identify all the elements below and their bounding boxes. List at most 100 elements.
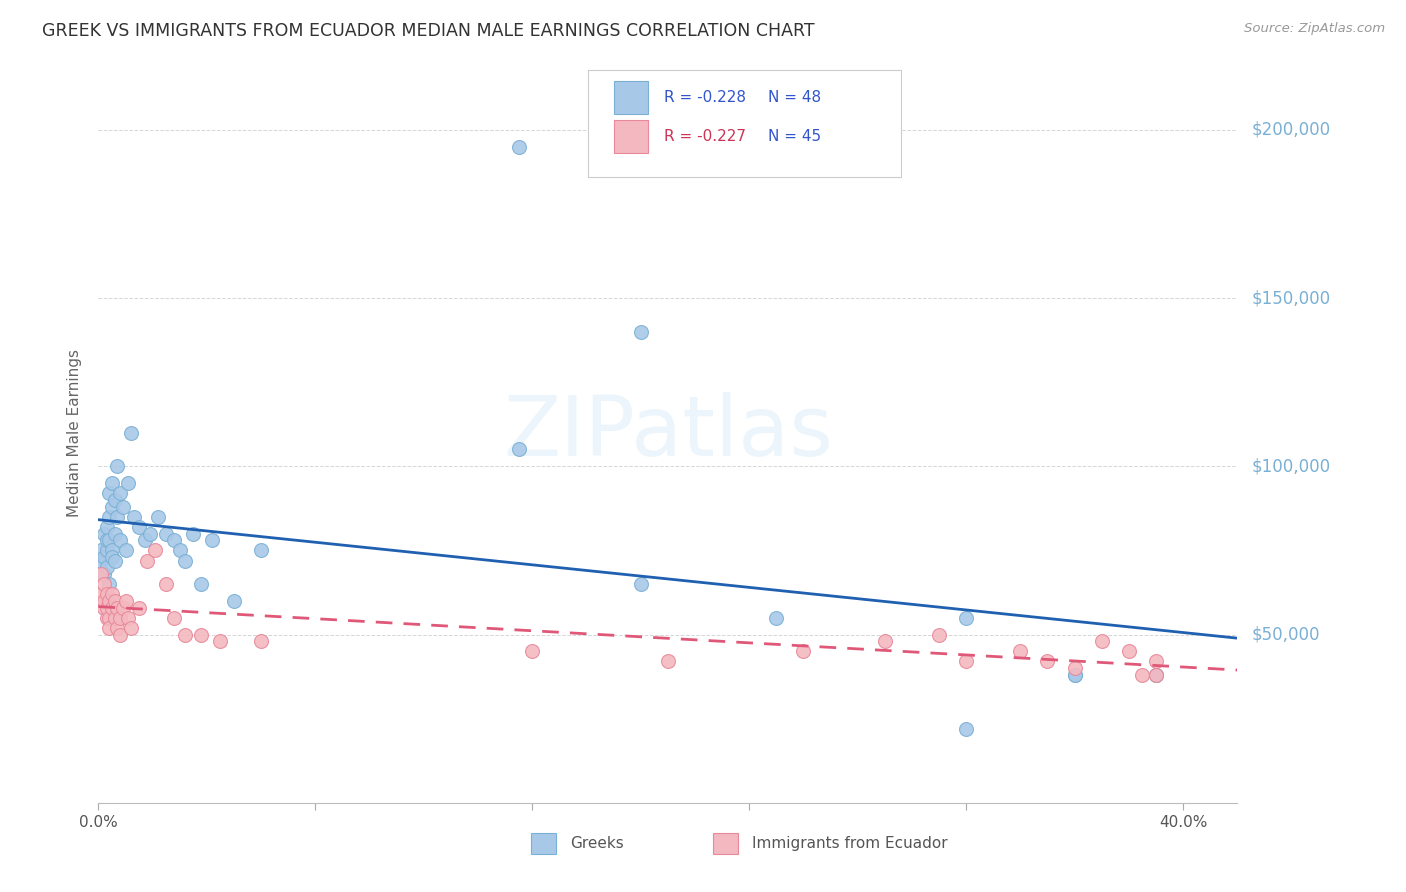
Point (1063, 661, 1085, 675)
Point (93, 600, 115, 615)
Point (163, 533, 186, 548)
Point (1091, 634, 1114, 648)
Point (128, 600, 150, 615)
Point (169, 543, 191, 558)
Point (122, 509, 145, 524)
Point (128, 520, 150, 534)
Point (1144, 668, 1167, 682)
Point (222, 594, 245, 608)
Point (93, 594, 115, 608)
Point (928, 627, 950, 641)
Point (98, 486, 121, 500)
Y-axis label: Median Male Earnings: Median Male Earnings (67, 349, 83, 516)
Point (90, 553, 112, 567)
Point (104, 553, 127, 567)
Point (1010, 644, 1032, 658)
Point (90, 587, 112, 601)
Text: $100,000: $100,000 (1251, 458, 1330, 475)
Point (93, 526, 115, 541)
Point (190, 627, 212, 641)
Point (155, 577, 177, 591)
Text: Source: ZipAtlas.com: Source: ZipAtlas.com (1244, 22, 1385, 36)
Text: Greeks: Greeks (569, 836, 624, 851)
Point (98, 577, 121, 591)
Point (1063, 668, 1085, 682)
Point (96, 610, 118, 624)
Point (955, 610, 977, 624)
Point (104, 594, 127, 608)
Point (250, 634, 273, 648)
Point (93, 577, 115, 591)
Point (873, 634, 896, 648)
Point (107, 509, 129, 524)
Point (155, 526, 177, 541)
Text: N = 48: N = 48 (768, 90, 821, 104)
Text: $150,000: $150,000 (1251, 289, 1330, 307)
Point (1036, 655, 1059, 669)
Point (93, 566, 115, 581)
Point (1132, 668, 1154, 682)
Point (101, 500, 124, 514)
Point (1144, 668, 1167, 682)
Point (134, 533, 156, 548)
Point (108, 486, 131, 500)
Point (1063, 668, 1085, 682)
Point (90, 543, 112, 558)
Point (508, 139, 530, 153)
Text: ZIPatlas: ZIPatlas (503, 392, 832, 473)
Point (93, 550, 115, 565)
Point (96, 543, 118, 558)
Point (183, 526, 205, 541)
Point (955, 655, 977, 669)
Text: GREEK VS IMMIGRANTS FROM ECUADOR MEDIAN MALE EARNINGS CORRELATION CHART: GREEK VS IMMIGRANTS FROM ECUADOR MEDIAN … (42, 22, 815, 40)
Point (96, 533, 118, 548)
Point (98, 533, 121, 548)
Point (107, 600, 129, 615)
Point (250, 543, 273, 558)
Point (201, 533, 224, 548)
Text: R = -0.227: R = -0.227 (665, 129, 747, 144)
Point (114, 543, 136, 558)
Point (174, 553, 197, 567)
Point (111, 600, 134, 615)
Point (101, 550, 124, 565)
Point (1144, 655, 1167, 669)
Point (104, 526, 127, 541)
Text: $50,000: $50,000 (1251, 625, 1320, 643)
Point (101, 476, 124, 491)
Point (630, 325, 652, 339)
Point (522, 644, 544, 658)
Point (90, 566, 112, 581)
Point (174, 627, 197, 641)
Point (508, 442, 530, 457)
Point (117, 610, 139, 624)
Point (108, 627, 131, 641)
FancyBboxPatch shape (713, 833, 738, 854)
Text: $200,000: $200,000 (1251, 120, 1330, 139)
Point (108, 533, 131, 548)
Point (104, 492, 127, 507)
Point (101, 543, 124, 558)
Point (107, 621, 129, 635)
FancyBboxPatch shape (614, 80, 648, 114)
Point (120, 621, 142, 635)
Point (792, 644, 814, 658)
Point (96, 560, 118, 574)
Point (111, 500, 134, 514)
Point (1118, 644, 1140, 658)
Point (96, 587, 118, 601)
Point (139, 526, 162, 541)
Text: R = -0.228: R = -0.228 (665, 90, 747, 104)
FancyBboxPatch shape (531, 833, 557, 854)
Point (120, 425, 142, 440)
FancyBboxPatch shape (614, 120, 648, 153)
Point (96, 600, 118, 615)
Point (98, 594, 121, 608)
Text: Immigrants from Ecuador: Immigrants from Ecuador (752, 836, 948, 851)
Point (146, 509, 169, 524)
Point (136, 553, 159, 567)
Point (96, 520, 118, 534)
Point (101, 600, 124, 615)
Point (98, 509, 121, 524)
Point (163, 610, 186, 624)
